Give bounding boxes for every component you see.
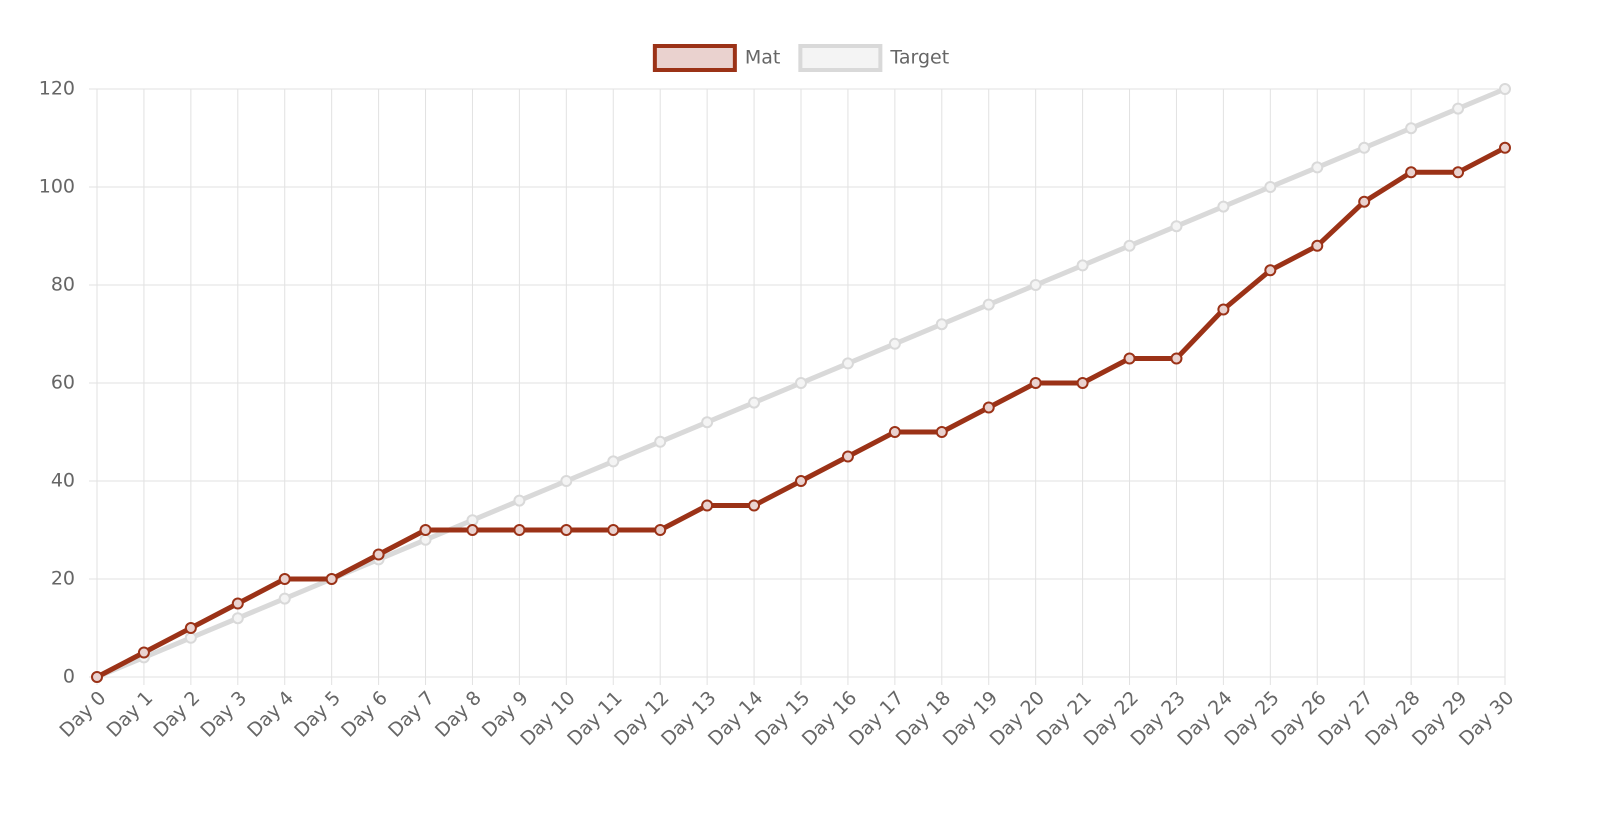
data-point (888, 426, 901, 438)
data-point (1264, 181, 1277, 193)
data-point (325, 573, 338, 585)
data-point (1452, 166, 1465, 179)
data-point (184, 631, 197, 644)
data-point (748, 499, 761, 512)
data-point (1123, 239, 1136, 252)
data-point (654, 435, 667, 448)
data-point (607, 524, 620, 536)
data-point (841, 357, 854, 370)
data-point (91, 671, 103, 683)
data-point (607, 455, 620, 468)
data-point (982, 298, 995, 311)
data-point (560, 524, 573, 536)
data-point (1170, 220, 1183, 233)
x-tick-label: Day 7 (384, 687, 439, 742)
data-point (1358, 141, 1371, 154)
data-point (278, 573, 291, 585)
y-tick-label: 120 (39, 78, 75, 100)
data-point (841, 450, 854, 463)
data-point (888, 337, 901, 350)
data-point (1405, 122, 1418, 135)
data-point (1264, 264, 1277, 277)
data-point (795, 475, 807, 487)
data-point (701, 499, 714, 512)
data-point (513, 494, 526, 507)
legend: Mat Target (652, 44, 949, 72)
data-point (1217, 303, 1230, 316)
data-point (1076, 259, 1089, 272)
data-point (1311, 239, 1324, 252)
data-point (1217, 200, 1230, 213)
data-point (982, 401, 995, 414)
x-tick-label: Day 5 (290, 687, 345, 742)
y-tick-label: 20 (51, 568, 75, 590)
legend-label: Mat (745, 47, 781, 69)
x-tick-label: Day 1 (102, 687, 157, 742)
data-point (1405, 166, 1418, 179)
legend-label: Target (889, 47, 949, 69)
x-tick-label: Day 8 (431, 687, 486, 742)
data-point (419, 533, 432, 546)
legend-swatch (652, 44, 737, 72)
data-point (137, 646, 150, 659)
data-point (935, 318, 948, 331)
data-point (278, 592, 291, 605)
data-point (1452, 102, 1465, 115)
y-tick-label: 0 (63, 666, 75, 688)
x-tick-label: Day 0 (56, 687, 111, 742)
data-point (560, 475, 573, 487)
data-point (466, 514, 479, 527)
data-point (466, 524, 479, 536)
data-point (1076, 377, 1089, 389)
legend-swatch (798, 44, 883, 72)
x-tick-label: Day 6 (337, 687, 392, 742)
data-point (1123, 352, 1136, 365)
data-point (1311, 161, 1324, 174)
data-point (748, 396, 761, 409)
data-point (1029, 377, 1042, 389)
data-point (935, 426, 948, 438)
data-point (654, 524, 667, 536)
data-point (419, 524, 432, 536)
data-point (701, 416, 714, 429)
data-point (1499, 141, 1511, 154)
data-point (184, 622, 197, 634)
y-tick-label: 40 (51, 470, 75, 492)
data-point (231, 612, 244, 625)
data-point (513, 524, 526, 536)
data-point (1358, 195, 1371, 208)
x-tick-label: Day 3 (196, 687, 251, 742)
data-point (1029, 279, 1042, 291)
x-tick-label: Day 2 (149, 687, 204, 742)
y-tick-label: 100 (39, 176, 75, 198)
y-tick-label: 80 (51, 274, 75, 296)
data-point (372, 548, 385, 561)
data-point (795, 377, 807, 389)
x-tick-label: Day 4 (243, 687, 298, 742)
data-point (231, 597, 244, 610)
data-point (1499, 83, 1511, 95)
data-point (1170, 352, 1183, 365)
y-tick-label: 60 (51, 372, 75, 394)
